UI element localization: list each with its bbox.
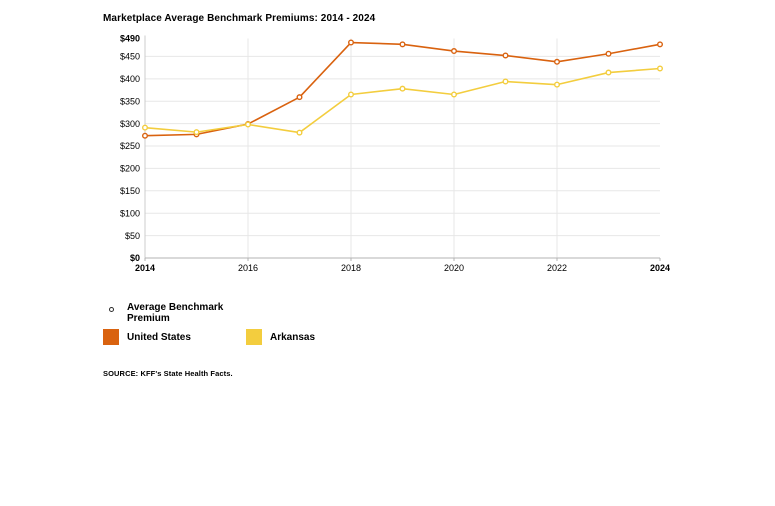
y-tick-label: $200 [120, 164, 140, 174]
data-point-marker [244, 121, 251, 128]
data-point-marker [296, 94, 303, 101]
y-tick-label: $490 [120, 34, 140, 44]
source-note: SOURCE: KFF's State Health Facts. [103, 369, 233, 378]
data-point-marker [399, 85, 406, 92]
x-tick-label: 2014 [135, 263, 155, 273]
data-point-marker-icon [109, 307, 114, 312]
data-point-marker [348, 91, 355, 98]
y-tick-label: $150 [120, 186, 140, 196]
y-tick-label: $300 [120, 119, 140, 129]
legend-label-arkansas: Arkansas [270, 332, 316, 343]
legend-marker-label: Average Benchmark Premium [127, 302, 224, 324]
series-line-arkansas [144, 67, 661, 134]
data-point-marker [502, 78, 509, 85]
premium-line-chart: $0 $50 $100 $150 $200 $250 $300 $350 $400 $450 $49… [120, 34, 670, 273]
data-point-marker [451, 91, 458, 98]
x-tick-label: 2018 [341, 263, 361, 273]
data-point-marker [554, 81, 561, 88]
y-tick-label: $0 [130, 253, 140, 263]
x-tick-label: 2016 [238, 263, 258, 273]
legend-label-united-states: United States [127, 332, 191, 343]
y-tick-label: $50 [125, 231, 140, 241]
data-point-marker [296, 129, 303, 136]
data-point-marker [657, 65, 664, 72]
y-tick-label: $250 [120, 141, 140, 151]
data-point-marker [348, 39, 355, 46]
chart-title: Marketplace Average Benchmark Premiums: … [103, 13, 376, 24]
data-point-marker [141, 132, 148, 139]
y-tick-label: $400 [120, 74, 140, 84]
data-point-marker [605, 50, 612, 57]
data-point-marker [193, 129, 200, 136]
data-point-marker [141, 124, 148, 131]
arkansas-swatch-icon [246, 329, 262, 345]
data-point-marker [502, 52, 509, 59]
data-point-marker [399, 41, 406, 48]
data-point-marker [657, 41, 664, 48]
x-tick-label: 2022 [547, 263, 567, 273]
y-tick-label: $100 [120, 208, 140, 218]
x-tick-label: 2024 [650, 263, 670, 273]
y-tick-label: $450 [120, 52, 140, 62]
y-tick-label: $350 [120, 96, 140, 106]
data-point-marker [451, 48, 458, 55]
united-states-swatch-icon [103, 329, 119, 345]
x-tick-label: 2020 [444, 263, 464, 273]
data-point-marker [554, 58, 561, 65]
data-point-marker [605, 69, 612, 76]
